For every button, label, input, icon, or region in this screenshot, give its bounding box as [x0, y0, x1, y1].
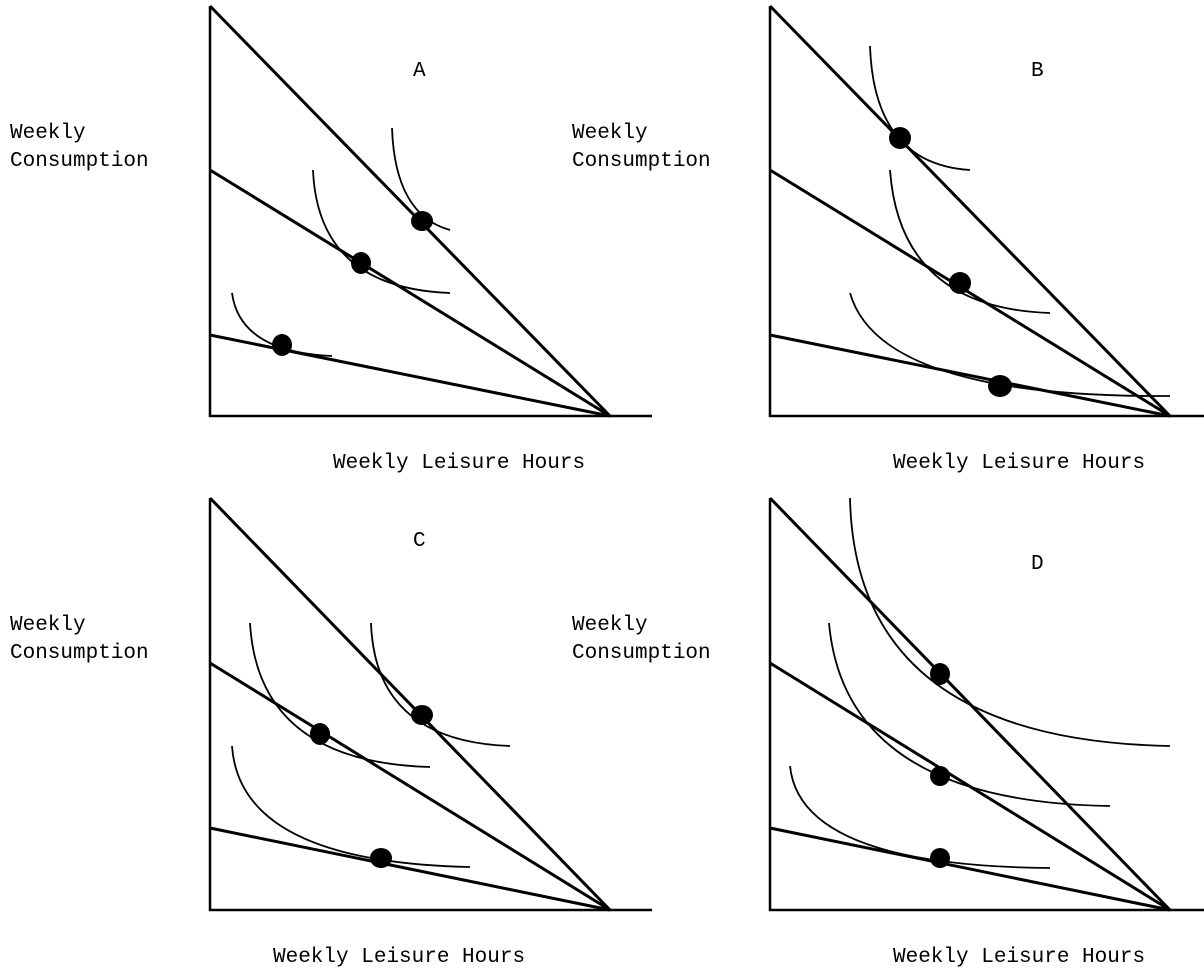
panel-d-axes: [768, 498, 1204, 912]
panel-d-point-high: [930, 663, 950, 685]
panel-b-point-low: [988, 375, 1012, 397]
panel-c-budget-mid: [209, 661, 611, 912]
panel-a-budget-low: [209, 333, 611, 418]
panel-b-xlabel: Weekly Leisure Hours: [893, 452, 1145, 475]
panel-b-budget-mid: [769, 168, 1171, 418]
panel-d-ylabel-line2: Consumption: [572, 642, 711, 665]
panel-c: C Weekly Consumption Weekly Leisure Hour…: [10, 496, 652, 968]
panel-b-indifference-low: [849, 292, 1171, 397]
panel-a-axes: [208, 6, 652, 418]
panel-a-point-mid: [351, 252, 371, 274]
panel-c-budget-high: [208, 496, 612, 912]
panel-a-indifference-low: [231, 292, 333, 357]
panel-a: A Weekly Consumption Weekly Leisure Hour…: [10, 4, 652, 475]
panel-a-point-high: [411, 211, 433, 231]
panel-a-point-low: [272, 334, 292, 356]
panel-a-indifference-high: [391, 127, 451, 231]
panel-b-indifference-mid: [889, 169, 1051, 314]
panel-b: B Weekly Consumption Weekly Leisure Hour…: [572, 4, 1204, 475]
panel-a-ylabel-line1: Weekly: [10, 122, 86, 145]
panel-c-indifference-mid: [249, 622, 431, 768]
panel-b-ylabel-line1: Weekly: [572, 122, 648, 145]
panel-c-indifference-high: [370, 622, 511, 747]
panel-d-budget-low: [769, 826, 1171, 912]
panel-b-budget-high: [768, 4, 1172, 418]
panel-a-ylabel-line2: Consumption: [10, 150, 149, 173]
panel-c-ylabel-line1: Weekly: [10, 614, 86, 637]
panel-a-budget-high: [208, 4, 612, 418]
panel-c-point-mid: [310, 723, 330, 745]
panel-d-indifference-mid: [828, 622, 1111, 807]
panel-c-ylabel-line2: Consumption: [10, 642, 149, 665]
panel-b-title: B: [1031, 60, 1044, 83]
panel-b-ylabel-line2: Consumption: [572, 150, 711, 173]
panel-c-budget-low: [209, 826, 611, 912]
panel-a-title: A: [413, 60, 426, 83]
panel-c-axes: [208, 498, 652, 912]
panel-d-xlabel: Weekly Leisure Hours: [893, 946, 1145, 968]
panel-d-point-mid: [930, 766, 950, 786]
panel-d-point-low: [930, 848, 950, 868]
panel-d: D Weekly Consumption Weekly Leisure Hour…: [572, 496, 1204, 968]
panel-b-point-mid: [949, 272, 971, 294]
panel-c-indifference-low: [231, 745, 471, 868]
panel-a-budget-mid: [209, 168, 611, 418]
panel-d-indifference-low: [789, 765, 1051, 869]
panel-d-indifference-high: [849, 497, 1171, 747]
panel-b-point-high: [889, 127, 911, 149]
panel-c-xlabel: Weekly Leisure Hours: [273, 946, 525, 968]
panel-c-point-low: [370, 848, 392, 868]
panel-b-indifference-high: [869, 45, 971, 171]
panel-a-xlabel: Weekly Leisure Hours: [333, 452, 585, 475]
panel-b-axes: [768, 6, 1204, 418]
panel-c-point-high: [411, 705, 433, 725]
panel-a-indifference-mid: [312, 169, 451, 294]
panel-c-title: C: [413, 530, 426, 553]
panel-d-ylabel-line1: Weekly: [572, 614, 648, 637]
panel-b-budget-low: [769, 333, 1171, 418]
panel-d-title: D: [1031, 553, 1044, 576]
